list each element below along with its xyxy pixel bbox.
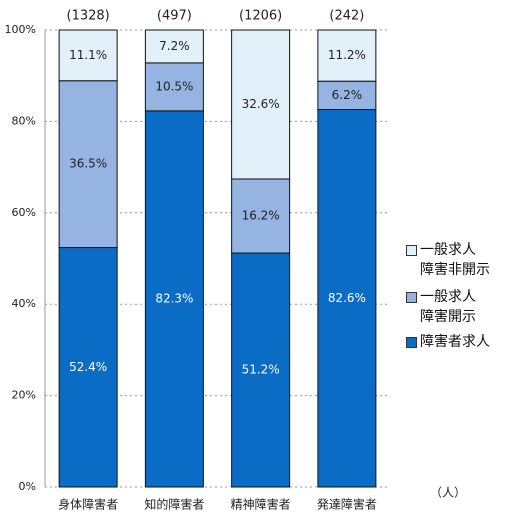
legend-label: 一般求人 障害非開示: [420, 242, 490, 278]
unit-label: （人）: [430, 486, 466, 500]
data-label: 82.3%: [155, 291, 193, 305]
bar-segment: [144, 29, 204, 64]
x-tick-label: 精神障害者: [231, 497, 291, 512]
data-label: 82.6%: [328, 291, 366, 305]
bar-segment: [58, 80, 118, 249]
legend-swatch: [406, 245, 417, 256]
bar-segment: [317, 29, 377, 82]
category-annotation: (242): [329, 9, 364, 24]
legend-item: 一般求人 障害開示: [406, 287, 476, 327]
y-tick-label: 100%: [5, 23, 36, 36]
bar-segment: [231, 252, 291, 488]
bar-segment: [317, 109, 377, 488]
bar-segment: [58, 29, 118, 82]
x-tick-label: 知的障害者: [144, 497, 204, 512]
y-tick-label: 40%: [12, 297, 36, 310]
data-label: 7.2%: [159, 39, 190, 53]
data-label: 32.6%: [242, 97, 280, 111]
data-label: 11.2%: [328, 48, 366, 62]
x-tick-label: 身体障害者: [58, 497, 118, 512]
data-label: 10.5%: [155, 79, 193, 93]
legend-label: 一般求人 障害開示: [420, 289, 476, 325]
data-label: 16.2%: [242, 208, 280, 222]
data-label: 36.5%: [69, 157, 107, 171]
y-tick-label: 20%: [12, 389, 36, 402]
data-label: 51.2%: [242, 363, 280, 377]
data-label: 6.2%: [332, 88, 363, 102]
y-tick-label: 80%: [12, 114, 36, 127]
bar-segment: [231, 178, 291, 254]
legend-swatch: [406, 337, 417, 348]
bar-segment: [317, 80, 377, 111]
y-tick-label: 0%: [19, 480, 36, 493]
x-tick-label: 発達障害者: [317, 497, 377, 512]
legend-item: 障害者求人: [406, 332, 490, 352]
category-annotation: (497): [157, 9, 192, 24]
legend-item: 一般求人 障害非開示: [406, 240, 490, 280]
y-tick-label: 60%: [12, 206, 36, 219]
category-annotation: (1206): [239, 9, 282, 24]
bar-segment: [58, 247, 118, 488]
category-annotation: (1328): [67, 9, 110, 24]
data-label: 52.4%: [69, 360, 107, 374]
legend-swatch: [406, 292, 417, 303]
bar-segment: [144, 62, 204, 112]
bar-segment: [231, 29, 291, 180]
data-label: 11.1%: [69, 48, 107, 62]
legend-label: 障害者求人: [420, 334, 490, 350]
